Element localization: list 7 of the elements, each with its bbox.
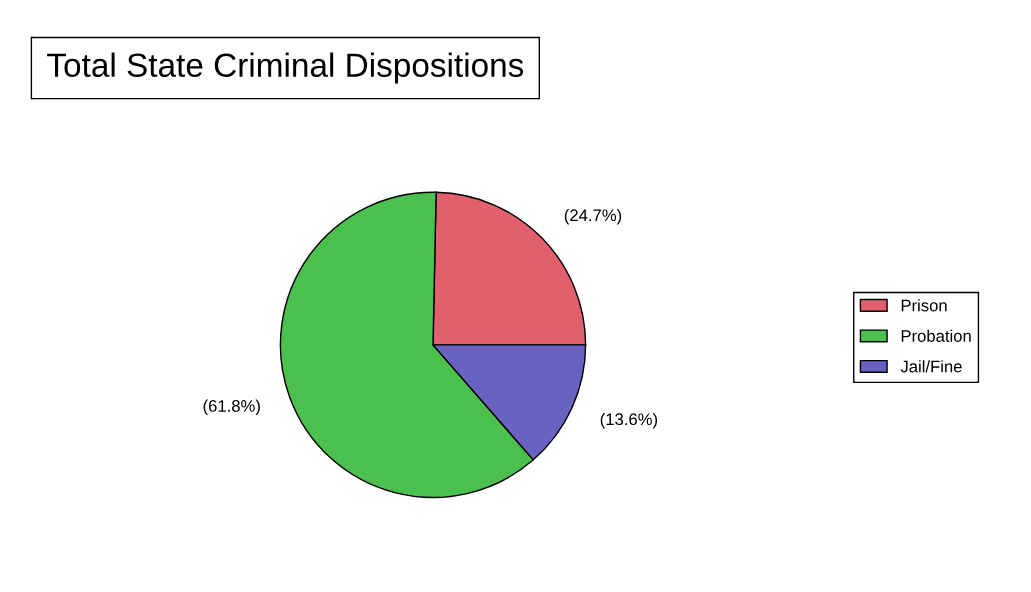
data-label: (61.8%) xyxy=(203,399,260,416)
data-label: (24.7%) xyxy=(564,208,622,225)
legend-label: Prison xyxy=(901,299,947,312)
legend-label: Probation xyxy=(901,329,971,342)
chart-title: Total State Criminal Dispositions xyxy=(47,52,524,84)
legend-label: Jail/Fine xyxy=(900,360,962,373)
data-label: (13.6%) xyxy=(600,412,658,429)
